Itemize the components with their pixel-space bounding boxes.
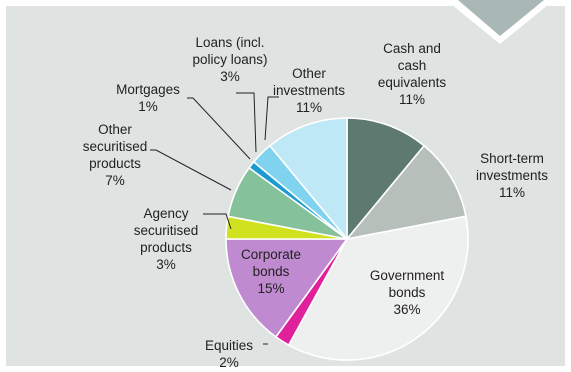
- slice-percent: 36%: [393, 302, 420, 317]
- pie-slice-government-bonds: [287, 215, 469, 361]
- slice-name: equivalents: [378, 75, 447, 90]
- slice-percent: 11%: [399, 92, 425, 107]
- slice-name: Other: [292, 66, 326, 81]
- slice-name: Other: [98, 122, 132, 137]
- slice-percent: 3%: [156, 257, 176, 272]
- slice-name: bonds: [389, 285, 426, 300]
- slice-name: securitised: [83, 139, 148, 154]
- pie-slice-other-investments: [269, 117, 348, 240]
- leader-line: [264, 96, 279, 141]
- slice-name: bonds: [253, 264, 290, 279]
- slice-name: products: [140, 240, 192, 255]
- leader-line: [187, 97, 251, 160]
- slice-label: Equities 2%: [205, 338, 253, 370]
- slice-name: Corporate: [241, 247, 301, 262]
- slice-name: products: [89, 156, 141, 171]
- slice-percent: 11%: [296, 100, 322, 115]
- slice-label: Loans (incl. policy loans) 3%: [192, 35, 267, 84]
- pie-slice-short-term-investments: [346, 144, 467, 240]
- leader-line: [236, 92, 257, 153]
- slice-label: Other investments 11%: [273, 66, 345, 115]
- slice-label: Government bonds 36%: [370, 268, 445, 317]
- pie-slice-corporate-bonds: [225, 238, 348, 338]
- slice-percent: 7%: [105, 173, 125, 188]
- slice-name: investments: [476, 168, 548, 183]
- leader-line: [150, 149, 232, 191]
- slice-label: Mortgages 1%: [116, 82, 180, 114]
- slice-name: Loans (incl.: [195, 35, 264, 50]
- slice-name: Short-term: [480, 151, 544, 166]
- pie-slice-cash-and-cash-equivalents: [346, 117, 425, 240]
- slice-name: policy loans): [192, 52, 267, 67]
- slice-name: Cash and: [383, 41, 441, 56]
- slice-name: cash: [398, 58, 427, 73]
- slice-name: Government: [370, 268, 445, 283]
- slice-label: Corporate bonds 15%: [241, 247, 301, 296]
- slice-label: Agency securitised products 3%: [134, 206, 199, 272]
- slice-percent: 1%: [138, 99, 158, 114]
- slice-percent: 15%: [257, 281, 284, 296]
- slice-name: Equities: [205, 338, 253, 353]
- slice-percent: 11%: [499, 185, 525, 200]
- slice-name: Agency: [143, 206, 188, 221]
- slice-name: Mortgages: [116, 82, 180, 97]
- slice-name: investments: [273, 83, 345, 98]
- slice-label: Cash and cash equivalents 11%: [378, 41, 447, 107]
- slice-label: Other securitised products 7%: [83, 122, 148, 188]
- slice-name: securitised: [134, 223, 199, 238]
- slice-percent: 3%: [220, 69, 240, 84]
- slice-percent: 2%: [219, 355, 239, 370]
- leader-line: [203, 213, 232, 230]
- slice-label: Short-term investments 11%: [476, 151, 548, 200]
